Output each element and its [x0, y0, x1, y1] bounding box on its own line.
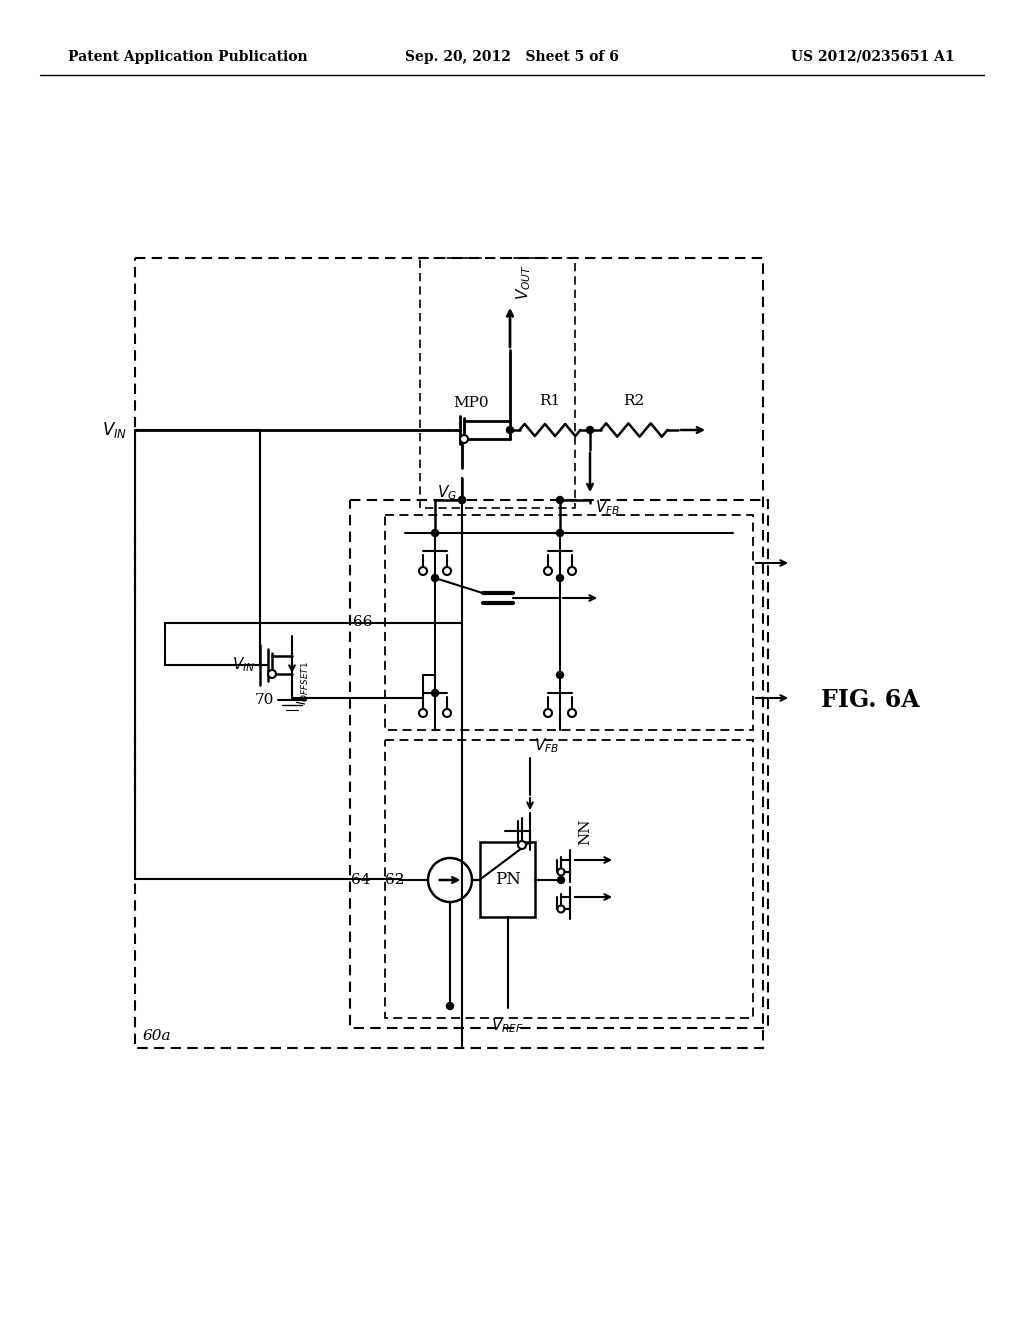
- Circle shape: [459, 496, 466, 503]
- Text: R1: R1: [540, 393, 560, 408]
- Text: $V_{OUT}$: $V_{OUT}$: [514, 264, 532, 300]
- Circle shape: [507, 426, 513, 433]
- Text: 64: 64: [350, 873, 370, 887]
- Circle shape: [557, 869, 564, 875]
- Text: $V_{IN}$: $V_{IN}$: [231, 656, 255, 675]
- Text: 62: 62: [385, 873, 406, 887]
- Circle shape: [419, 568, 427, 576]
- Text: MP0: MP0: [453, 396, 488, 411]
- Circle shape: [544, 568, 552, 576]
- Bar: [420, 257, 575, 508]
- Circle shape: [431, 689, 438, 697]
- Text: $V_{REF}$: $V_{REF}$: [492, 1016, 524, 1035]
- Circle shape: [568, 568, 575, 576]
- Text: 60a: 60a: [143, 1030, 172, 1043]
- Circle shape: [557, 906, 564, 912]
- Bar: [385, 741, 753, 1018]
- Text: Patent Application Publication: Patent Application Publication: [68, 50, 307, 63]
- Text: 70: 70: [255, 693, 274, 708]
- Circle shape: [557, 876, 564, 883]
- Circle shape: [419, 709, 427, 717]
- Text: FIG. 6A: FIG. 6A: [820, 688, 920, 711]
- Circle shape: [556, 574, 563, 582]
- Circle shape: [556, 529, 563, 536]
- Circle shape: [568, 709, 575, 717]
- Circle shape: [268, 671, 276, 678]
- Text: $V_{FB}$: $V_{FB}$: [534, 737, 559, 755]
- Circle shape: [443, 709, 451, 717]
- Text: US 2012/0235651 A1: US 2012/0235651 A1: [792, 50, 955, 63]
- Text: $V_G$: $V_G$: [437, 483, 457, 502]
- Text: $I_{OFFSET1}$: $I_{OFFSET1}$: [296, 661, 311, 705]
- Circle shape: [556, 496, 563, 503]
- Circle shape: [431, 529, 438, 536]
- Bar: [135, 257, 763, 1048]
- Text: $V_{IN}$: $V_{IN}$: [101, 420, 127, 440]
- Text: 66: 66: [353, 615, 373, 630]
- Bar: [385, 515, 753, 730]
- Circle shape: [446, 1002, 454, 1010]
- Circle shape: [587, 426, 594, 433]
- Text: R2: R2: [624, 393, 645, 408]
- Text: $V_{FB}$: $V_{FB}$: [595, 498, 621, 516]
- Text: PN: PN: [495, 871, 520, 888]
- Circle shape: [518, 841, 526, 849]
- Circle shape: [431, 574, 438, 582]
- Text: NN: NN: [578, 818, 592, 845]
- Text: Sep. 20, 2012   Sheet 5 of 6: Sep. 20, 2012 Sheet 5 of 6: [406, 50, 618, 63]
- Circle shape: [544, 709, 552, 717]
- Circle shape: [443, 568, 451, 576]
- Bar: [350, 500, 768, 1028]
- Circle shape: [459, 496, 466, 503]
- Circle shape: [556, 672, 563, 678]
- Bar: [480, 842, 535, 917]
- Circle shape: [460, 436, 468, 444]
